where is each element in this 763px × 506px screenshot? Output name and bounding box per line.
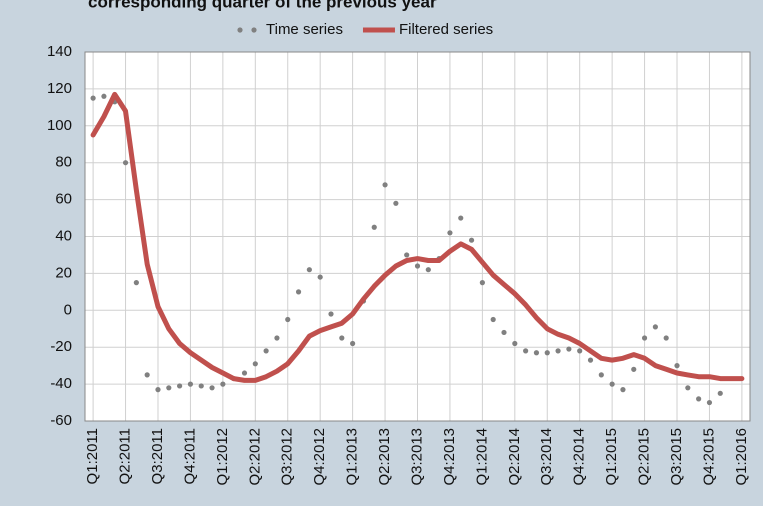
- data-point: [447, 230, 453, 236]
- y-tick-label: 120: [47, 80, 72, 97]
- data-point: [285, 316, 291, 323]
- data-point: [263, 348, 269, 354]
- x-tick-label: Q1:2014: [473, 428, 490, 486]
- data-point: [317, 274, 323, 280]
- data-point: [631, 366, 637, 372]
- data-point: [133, 280, 139, 286]
- data-point: [555, 348, 561, 354]
- data-point: [328, 311, 334, 317]
- data-point: [501, 329, 507, 336]
- data-point: [306, 267, 312, 273]
- data-point: [544, 350, 550, 356]
- data-point: [566, 346, 572, 352]
- x-tick-label: Q1:2015: [603, 428, 620, 486]
- data-point: [587, 357, 594, 363]
- data-point: [350, 340, 356, 347]
- x-tick-label: Q1:2011: [84, 428, 101, 484]
- y-tick-label: 100: [47, 117, 72, 134]
- y-tick-label: -40: [50, 375, 72, 392]
- data-point: [155, 387, 161, 393]
- data-point: [641, 335, 648, 341]
- data-point: [458, 215, 464, 221]
- x-tick-label: Q1:2012: [214, 428, 231, 486]
- data-point: [393, 200, 399, 206]
- data-point: [674, 363, 680, 369]
- y-tick-label: 60: [55, 191, 72, 208]
- x-tick-label: Q4:2011: [181, 428, 198, 484]
- data-point: [620, 387, 626, 393]
- x-tick-label: Q4:2015: [700, 428, 717, 486]
- data-point: [144, 372, 150, 378]
- x-tick-label: Q3:2014: [538, 428, 555, 486]
- data-point: [90, 95, 96, 101]
- legend-marker: [251, 27, 257, 33]
- data-point: [339, 335, 345, 341]
- data-point: [404, 252, 410, 258]
- data-point: [252, 361, 258, 367]
- x-tick-label: Q2:2014: [506, 428, 523, 486]
- y-tick-label: 40: [55, 227, 72, 244]
- data-line: [90, 91, 745, 383]
- data-point: [414, 263, 421, 269]
- y-tick-label: 80: [55, 154, 72, 171]
- chart-title: corresponding quarter of the previous ye…: [88, 0, 437, 11]
- data-point: [696, 396, 702, 402]
- legend-label: Time series: [266, 21, 343, 38]
- plot-border: [84, 51, 751, 422]
- data-point: [598, 372, 604, 378]
- data-point: [166, 385, 172, 391]
- data-point: [241, 370, 248, 376]
- data-point: [274, 335, 280, 341]
- data-point: [198, 383, 204, 389]
- x-tick-label: Q4:2014: [571, 428, 588, 486]
- data-point: [177, 383, 183, 389]
- legend-label: Filtered series: [399, 21, 493, 38]
- x-tick-label: Q1:2016: [733, 428, 750, 486]
- data-point: [685, 385, 691, 391]
- x-tick-label: Q3:2012: [279, 428, 296, 486]
- data-point: [533, 350, 540, 356]
- data-point: [523, 348, 529, 354]
- data-point: [295, 289, 302, 295]
- x-tick-label: Q1:2013: [344, 428, 361, 486]
- data-point: [512, 340, 518, 347]
- data-point: [122, 160, 129, 166]
- y-tick-label: 0: [64, 301, 72, 318]
- y-tick-label: 20: [55, 264, 72, 281]
- x-tick-label: Q4:2013: [441, 428, 458, 486]
- data-point: [187, 381, 194, 387]
- y-tick-label: -20: [50, 338, 72, 355]
- legend-marker: [237, 27, 243, 33]
- x-tick-label: Q4:2012: [311, 428, 328, 486]
- y-tick-label: -60: [50, 412, 72, 429]
- data-point: [479, 280, 485, 286]
- data-point: [220, 381, 226, 387]
- y-tick-label: 140: [47, 43, 72, 60]
- data-point: [371, 224, 377, 230]
- data-point: [706, 399, 713, 406]
- data-point: [382, 182, 388, 188]
- data-point: [425, 267, 431, 273]
- data-point: [101, 93, 107, 99]
- x-tick-label: Q3:2015: [668, 428, 685, 486]
- data-point: [209, 385, 215, 391]
- data-point: [717, 390, 723, 396]
- data-point: [468, 237, 475, 243]
- data-point: [609, 381, 615, 387]
- x-tick-label: Q2:2011: [117, 428, 134, 484]
- x-tick-label: Q3:2011: [149, 428, 166, 484]
- x-tick-label: Q3:2013: [408, 428, 425, 486]
- data-point: [577, 348, 583, 354]
- data-point: [490, 316, 496, 323]
- x-tick-label: Q2:2015: [636, 428, 653, 486]
- x-tick-label: Q2:2012: [246, 428, 263, 486]
- x-tick-label: Q2:2013: [376, 428, 393, 486]
- data-point: [652, 324, 658, 330]
- data-point: [663, 335, 669, 341]
